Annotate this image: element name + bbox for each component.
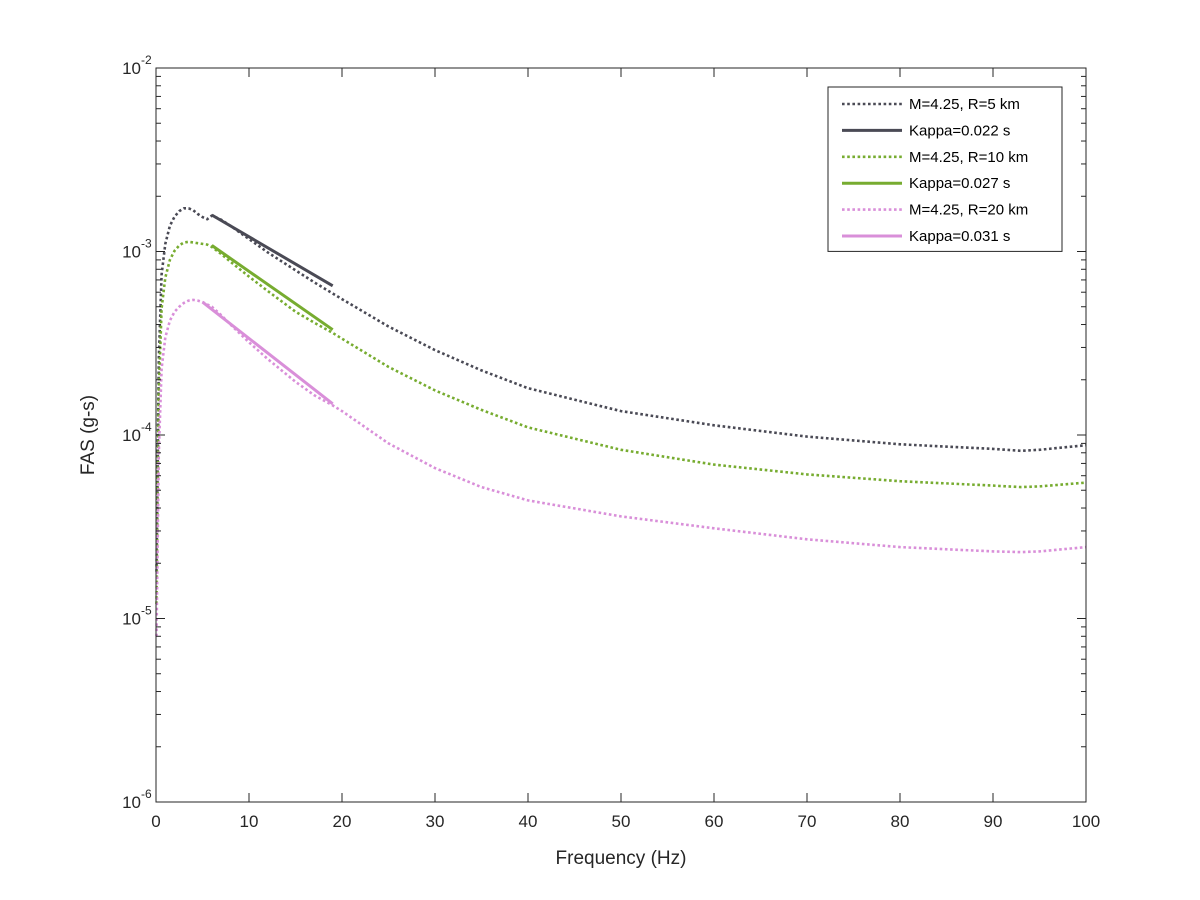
x-tick-label: 30 <box>426 812 445 831</box>
series-line-6 <box>201 300 334 405</box>
legend: M=4.25, R=5 km Kappa=0.022 s M=4.25, R=10 … <box>827 86 1063 252</box>
y-tick-label: 10 <box>122 243 141 262</box>
x-tick-label: 70 <box>798 812 817 831</box>
y-tick-label: 10 <box>122 793 141 812</box>
x-tick-label: 100 <box>1072 812 1100 831</box>
x-tick-label: 90 <box>984 812 1003 831</box>
ticks-layer <box>155 67 1087 803</box>
y-tick-label: 10 <box>122 426 141 445</box>
legend-label-3: M=4.25, R=10 km <box>909 149 1028 166</box>
x-tick-label: 10 <box>240 812 259 831</box>
legend-label-5: M=4.25, R=20 km <box>909 202 1028 219</box>
legend-box <box>827 86 1063 252</box>
legend-label-6: Kappa=0.031 s <box>909 228 1010 245</box>
y-axis-title: FAS (g-s) <box>78 395 99 475</box>
x-tick-label: 20 <box>333 812 352 831</box>
series-line-3 <box>155 240 1087 605</box>
legend-label-2: Kappa=0.022 s <box>909 122 1010 139</box>
y-tick-labels: 10-210-310-410-510-6 <box>122 53 152 812</box>
x-tick-labels: 0 10 20 30 40 50 60 70 80 90 100 <box>151 812 1100 831</box>
legend-label-4: Kappa=0.027 s <box>909 175 1010 192</box>
y-tick-label: 10 <box>122 610 141 629</box>
series-line-4 <box>210 244 334 331</box>
series-line-2 <box>211 213 334 288</box>
y-tick-exponent: -6 <box>141 787 152 801</box>
y-tick-exponent: -5 <box>141 604 152 618</box>
x-tick-label: 50 <box>612 812 631 831</box>
x-tick-label: 40 <box>519 812 538 831</box>
x-tick-label: 80 <box>891 812 910 831</box>
y-tick-exponent: -3 <box>141 237 152 251</box>
series-line-5 <box>155 298 1087 637</box>
y-tick-exponent: -4 <box>141 420 152 434</box>
y-tick-exponent: -2 <box>141 53 152 67</box>
y-tick-label: 10 <box>122 59 141 78</box>
legend-label-1: M=4.25, R=5 km <box>909 96 1020 113</box>
series-line-1 <box>155 207 1087 572</box>
series-layer <box>155 207 1087 637</box>
x-tick-label: 0 <box>151 812 160 831</box>
x-tick-label: 60 <box>705 812 724 831</box>
x-axis-title: Frequency (Hz) <box>556 848 687 869</box>
